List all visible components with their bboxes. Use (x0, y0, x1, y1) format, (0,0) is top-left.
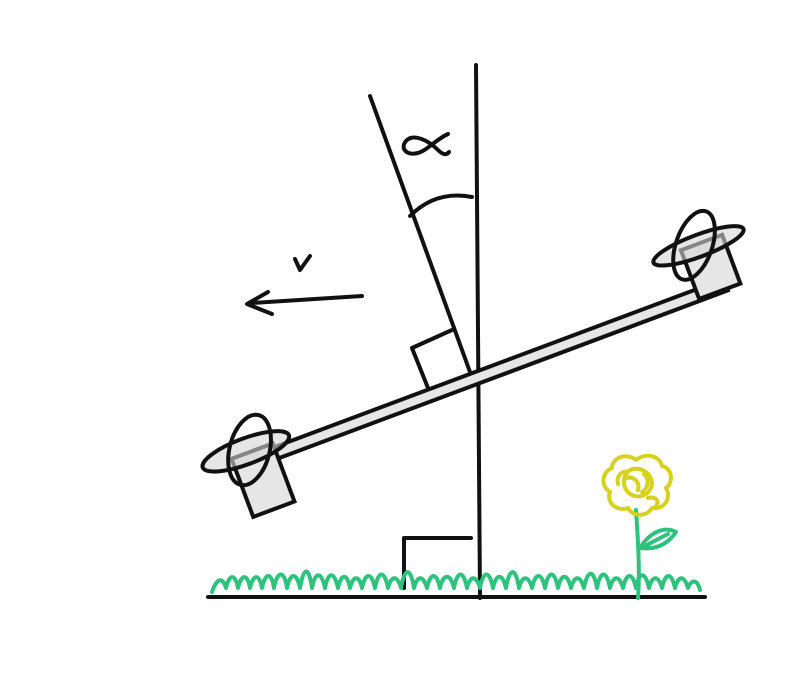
velocity-indicator: v (245, 254, 364, 316)
drone-beam (243, 276, 731, 472)
flower-stem (634, 508, 641, 600)
grass (210, 569, 702, 594)
velocity-v-glyph (293, 254, 312, 272)
arrow-left-icon (245, 290, 364, 316)
right-propeller-icon (651, 208, 746, 282)
angle-arc (408, 193, 474, 218)
tilted-thrust-axis (368, 94, 472, 374)
flower-petals (601, 453, 673, 517)
angle-alpha-glyph (401, 132, 451, 157)
left-propeller-icon (200, 412, 292, 488)
right-angle-icon (410, 328, 454, 390)
drone (200, 208, 746, 520)
angle-label-group: α (401, 132, 451, 157)
vertical-reference-line (474, 63, 482, 600)
flower-leaf (638, 527, 678, 551)
flower-icon (601, 453, 678, 600)
ground-right-angle-icon (402, 536, 473, 590)
